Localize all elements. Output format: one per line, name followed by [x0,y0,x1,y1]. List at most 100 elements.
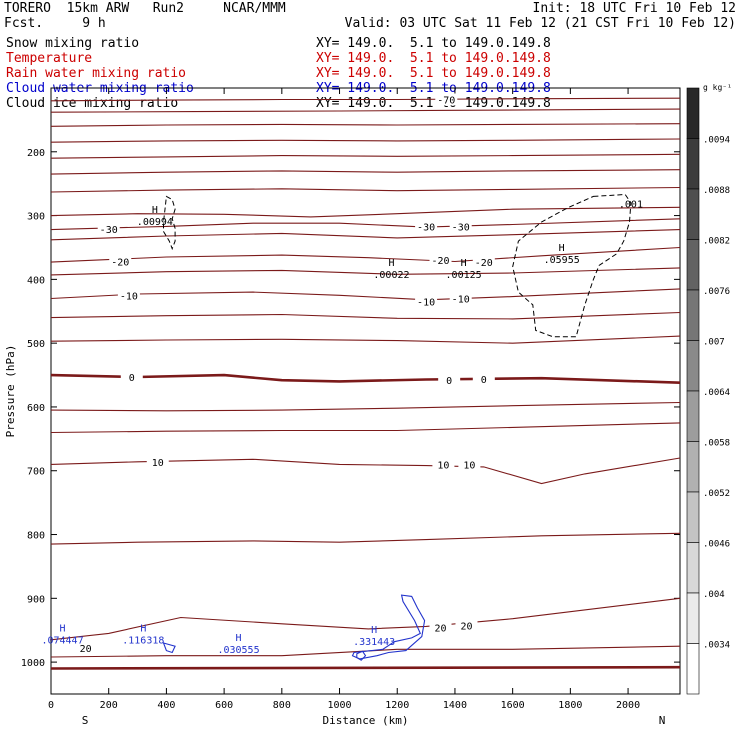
colorbar-swatch [686,87,700,139]
snow-max-marker: H [152,205,158,216]
temperature-label: 10 [152,458,164,469]
temperature-isotherm [50,665,681,670]
temperature-isotherm [50,246,681,263]
temperature-isotherm [50,138,681,143]
colorbar-swatch [686,592,700,644]
colorbar-swatch [686,289,700,341]
x-tick-label: 200 [100,700,118,711]
y-tick-label: 300 [27,212,45,223]
x-tick-label: 1200 [385,700,409,711]
y-tick-label: 400 [27,275,45,286]
temperature-isotherm [50,311,681,320]
temperature-label: 10 [437,460,449,471]
cloud-water-contour [356,650,367,661]
cloud-water-contour [162,642,176,654]
temperature-isotherm [50,97,681,102]
temperature-isotherm [50,597,681,641]
snow-max-value: .001 [619,200,643,211]
temperature-label-bg [74,642,97,655]
colorbar-tick-label: .0052 [703,489,730,499]
temperature-label: -30 [100,225,118,236]
cloud-water-max-marker: H [371,625,377,636]
temperature-label: -70 [437,95,455,106]
legend-xy-rain: XY= 149.0. 5.1 to 149.0.149.8 [316,66,551,81]
snow-contour [163,195,176,251]
cloud-water-max-value: .074447 [41,636,83,647]
temperature-label: -30 [417,222,435,233]
y-tick-label: 200 [27,148,45,159]
colorbar-swatch [686,643,700,695]
cloud-water-max-value: .116318 [122,636,164,647]
temperature-label: 0 [446,376,452,387]
snow-max-marker: H [559,243,565,254]
north-label: N [659,714,666,727]
colorbar-tick-label: .004 [703,590,725,600]
cloud-water-max-value: .030555 [217,645,259,656]
colorbar-unit: g kg⁻¹ [703,83,732,92]
temperature-label-bg [415,220,438,233]
temperature-label-bg [449,220,472,233]
colorbar-swatch [686,491,700,543]
temperature-isotherm [50,169,681,175]
temperature-isotherm [50,288,681,301]
temperature-label: -20 [475,258,493,269]
temperature-label-bg [435,93,458,106]
temperature-label: -10 [452,295,470,306]
temperature-label-bg [432,458,455,471]
temperature-label: 20 [434,624,446,635]
snow-max-marker: H [461,258,467,269]
colorbar-swatch [686,138,700,190]
colorbar-swatch [686,390,700,442]
colorbar-tick-label: .0034 [703,641,730,651]
temperature-label-bg [146,455,169,468]
temperature-label-bg [472,256,495,269]
cloud-water-max-marker: H [60,624,66,635]
colorbar-tick-label: .0082 [703,237,730,247]
temperature-label: 20 [460,622,472,633]
temperature-isotherm [50,123,681,127]
colorbar-tick-label: .0076 [703,287,730,297]
x-tick-label: 600 [215,700,233,711]
temperature-isotherm [50,645,681,658]
cloud-water-max-marker: H [236,633,242,644]
temperature-label: -20 [431,256,449,267]
y-axis-title: Pressure (hPa) [4,345,17,438]
colorbar-tick-label: .0046 [703,540,730,550]
temperature-label-bg [429,621,452,634]
temperature-label: 10 [463,460,475,471]
colorbar-swatch [686,340,700,392]
snow-max-marker: H [388,258,394,269]
snow-contour [512,193,632,338]
colorbar-tick-label: .0094 [703,136,730,146]
legend-name-cloud-water: Cloud water mixing ratio [6,81,194,96]
legend-name-rain: Rain water mixing ratio [6,66,187,81]
cloud-water-contour [351,594,426,660]
temperature-isotherm [50,422,681,434]
temperature-label-bg [120,370,143,383]
y-tick-label: 500 [27,339,45,350]
temperature-label-bg [458,458,481,471]
temperature-isotherm [50,401,681,412]
colorbar-tick-label: .007 [703,338,725,348]
temperature-label-bg [438,374,461,387]
temperature-label: 0 [129,373,135,384]
temperature-label: 20 [80,644,92,655]
temperature-isotherm [50,373,681,384]
header-init: Init: 18 UTC Fri 10 Feb 12 [532,1,737,16]
cloud-water-max-value: .331443 [353,637,395,648]
legend-xy-snow: XY= 149.0. 5.1 to 149.0.149.8 [316,36,551,51]
colorbar-swatch [686,542,700,594]
colorbar-tick-label: .0064 [703,388,730,398]
temperature-label: -30 [452,222,470,233]
temperature-isotherm [50,457,681,485]
temperature-label: -20 [111,258,129,269]
temperature-label: -10 [417,298,435,309]
y-tick-label: 900 [27,594,45,605]
x-axis-title: Distance (km) [322,714,408,727]
temperature-label-bg [117,289,140,302]
temperature-isotherm [50,229,681,241]
temperature-isotherm [50,532,681,545]
temperature-isotherm [50,186,681,193]
x-tick-label: 400 [157,700,175,711]
plot-frame [50,87,681,695]
